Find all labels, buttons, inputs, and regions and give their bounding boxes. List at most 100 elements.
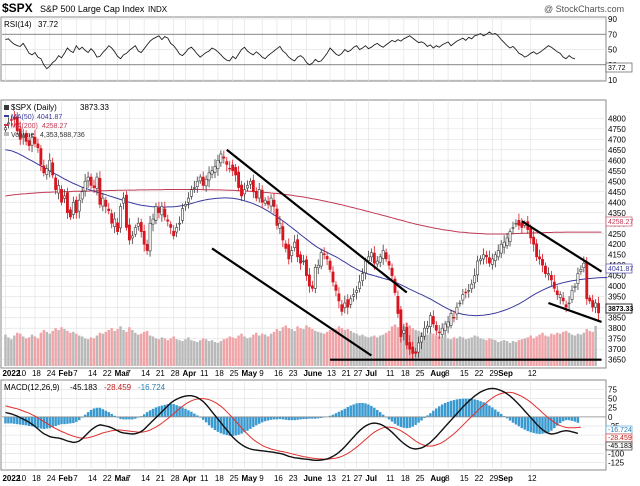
candlestick xyxy=(186,192,190,209)
x-tick-label: 11 xyxy=(386,369,395,378)
macd-histogram-bar xyxy=(331,414,335,417)
volume-bar xyxy=(544,335,547,366)
candle-body xyxy=(48,159,52,172)
candlestick xyxy=(254,187,258,202)
macd-histogram-bar xyxy=(479,401,482,417)
trend-line-layer xyxy=(211,148,603,361)
macd-histogram-bar xyxy=(128,416,131,420)
volume-bar xyxy=(564,330,568,366)
volume-bar xyxy=(414,330,417,366)
macd-histogram-bar xyxy=(107,412,110,417)
volume-bar xyxy=(331,328,335,366)
candle-body xyxy=(296,239,300,258)
candlestick xyxy=(98,171,102,209)
candle-body xyxy=(508,231,512,243)
macd-histogram-bar xyxy=(476,400,479,417)
macd-histogram-bar xyxy=(405,416,409,429)
candlestick xyxy=(316,259,320,275)
x-tick-label: Aug xyxy=(430,369,446,378)
candlestick xyxy=(21,129,25,145)
candlestick xyxy=(552,274,556,293)
candlestick xyxy=(375,256,379,268)
candle-body xyxy=(552,281,556,289)
macd-histogram-bar xyxy=(541,416,544,434)
volume-bar xyxy=(225,338,229,366)
candlestick xyxy=(343,295,347,314)
volume-bar xyxy=(181,341,184,366)
candlestick xyxy=(248,178,252,190)
volume-bar xyxy=(60,327,63,366)
candlestick xyxy=(45,164,49,180)
macd-histogram-bar xyxy=(561,416,565,422)
candle-body xyxy=(564,304,568,308)
volume-bar xyxy=(346,329,350,366)
macd-histogram-bar xyxy=(83,414,87,417)
macd-tick-label: -125 xyxy=(608,459,625,468)
candlestick xyxy=(148,215,152,257)
x-tick-label: 7 xyxy=(73,369,78,378)
macd-histogram-bar xyxy=(526,416,529,432)
volume-bar xyxy=(287,328,290,366)
volume-bar xyxy=(308,327,311,366)
candlestick xyxy=(387,254,391,270)
volume-bar xyxy=(553,334,556,366)
x-tick-label: 10 xyxy=(17,369,26,378)
volume-bar xyxy=(429,332,432,366)
volume-bar xyxy=(293,330,296,366)
macd-histogram-bar xyxy=(482,402,485,417)
macd-histogram-bar xyxy=(110,413,113,417)
candlestick xyxy=(579,265,583,275)
volume-bar xyxy=(299,328,302,366)
macd-histogram-bar xyxy=(134,416,137,419)
macd-histogram-bar xyxy=(361,402,364,417)
volume-bar xyxy=(423,333,426,366)
candle-body xyxy=(423,327,426,337)
signal-line xyxy=(5,391,581,460)
macd-histogram-bar xyxy=(240,416,243,434)
candlestick xyxy=(302,254,305,266)
candlestick xyxy=(449,309,453,329)
price-tick-label: 4800 xyxy=(608,114,626,123)
volume-bar xyxy=(579,334,583,366)
volume-bar xyxy=(80,336,84,366)
price-tick-label: 4050 xyxy=(608,272,626,281)
candle-body xyxy=(189,189,193,197)
volume-bar xyxy=(319,332,323,366)
candlestick xyxy=(337,287,341,309)
candle-body xyxy=(119,206,122,229)
x-tick-label: 24 xyxy=(47,474,56,483)
candle-body xyxy=(234,167,238,176)
macd-histogram-bar xyxy=(151,408,155,417)
candlestick xyxy=(358,274,361,293)
macd-histogram-bar xyxy=(237,416,240,435)
volume-bar xyxy=(201,338,205,366)
macd-histogram-bar xyxy=(213,416,217,431)
candle-body xyxy=(157,207,161,214)
candle-body xyxy=(485,254,488,258)
volume-bar xyxy=(169,338,172,366)
candle-body xyxy=(278,222,282,229)
price-tick-label: 4500 xyxy=(608,177,626,186)
lower-trend-line xyxy=(211,247,372,357)
candle-body xyxy=(393,278,397,293)
volume-bar xyxy=(585,329,589,366)
macd-histogram-bar xyxy=(570,416,574,421)
macd-histogram-bar xyxy=(92,408,96,417)
candlestick xyxy=(485,250,488,264)
macd-histogram-bar xyxy=(36,416,40,428)
volume-bar xyxy=(125,331,128,366)
candlestick xyxy=(63,189,66,204)
volume-legend-value: 4,353,588,736 xyxy=(40,132,85,139)
candle-body xyxy=(358,281,361,290)
macd-tick-label: 50 xyxy=(608,395,617,404)
volume-bar xyxy=(526,337,529,366)
candle-body xyxy=(77,199,81,212)
x-tick-label: 14 xyxy=(141,369,150,378)
candlestick xyxy=(189,185,193,200)
x-tick-label: 16 xyxy=(274,369,283,378)
candlestick xyxy=(402,323,406,341)
macd-histogram-bar xyxy=(508,416,512,421)
macd-histogram-bar xyxy=(467,398,470,417)
candle-body xyxy=(375,260,379,265)
macd-histogram-bar xyxy=(532,416,535,433)
